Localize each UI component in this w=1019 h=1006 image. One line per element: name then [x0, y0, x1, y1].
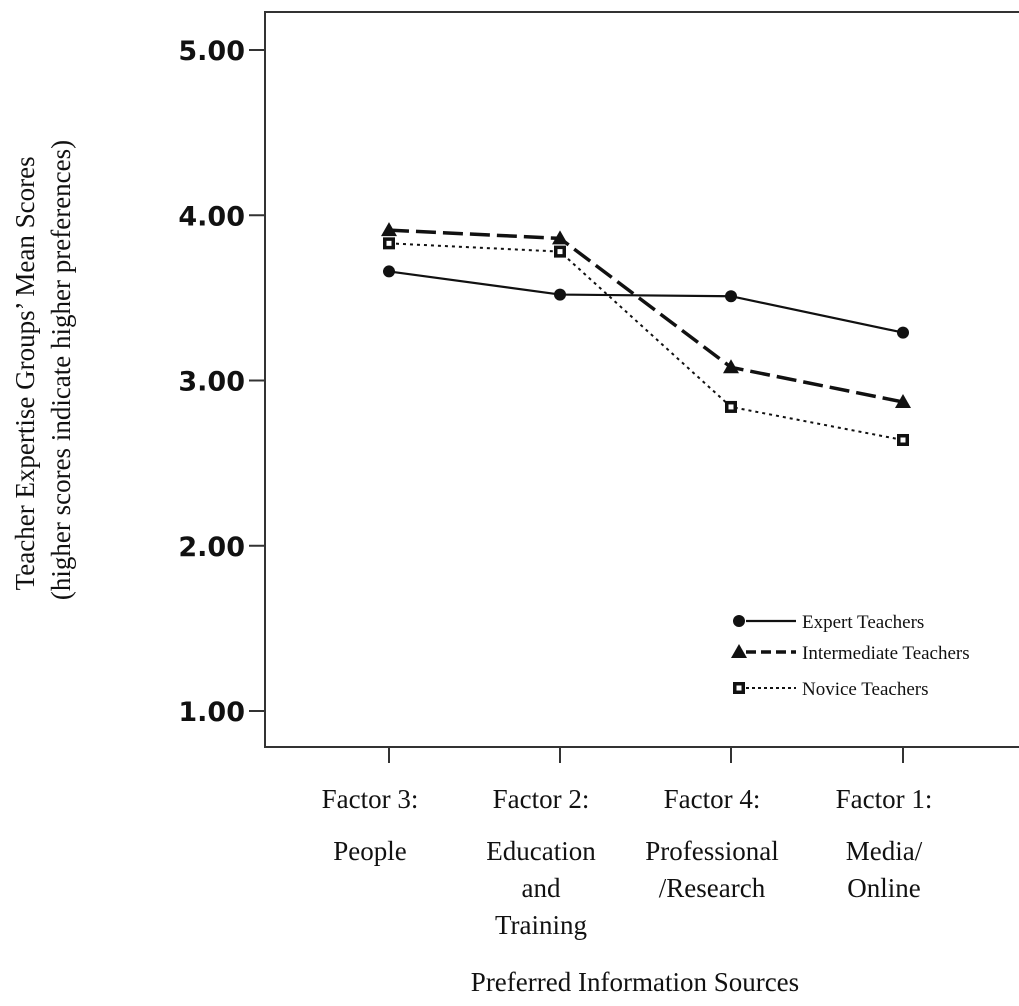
series-expert-teachers — [383, 265, 909, 339]
y-tick-label: 1.00 — [178, 697, 245, 728]
legend-marker — [733, 682, 745, 694]
x-category-label: and — [522, 873, 561, 903]
y-axis: 1.00 2.00 3.00 4.00 5.00 — [178, 36, 265, 728]
plot-area — [264, 11, 1019, 748]
legend-item-expert-teachers: Expert Teachers — [733, 612, 924, 633]
y-axis-title-line-2: (higher scores indicate higher preferenc… — [46, 140, 76, 600]
y-axis-title-line-1: Teacher Expertise Groups’ Mean Scores — [10, 156, 40, 590]
data-point — [554, 288, 566, 301]
x-category-label: Education — [486, 836, 596, 866]
data-point — [554, 245, 566, 258]
legend-label: Expert Teachers — [802, 612, 924, 633]
y-tick-label: 3.00 — [178, 367, 245, 398]
x-axis: Factor 3: People Factor 2: Education and Trai… — [322, 747, 933, 940]
x-category-label: Online — [847, 873, 921, 903]
x-category-label: Factor 2: — [493, 784, 590, 814]
data-point — [383, 237, 395, 250]
series-intermediate-teachers — [381, 222, 911, 408]
legend-item-intermediate-teachers: Intermediate Teachers — [731, 643, 970, 664]
y-axis-title: Teacher Expertise Groups’ Mean Scores (h… — [10, 140, 76, 600]
y-tick-label: 5.00 — [178, 36, 245, 67]
series-layer — [381, 222, 911, 446]
y-tick-label: 4.00 — [178, 201, 245, 232]
series-line — [388, 242, 904, 441]
x-category-label: Media/ — [846, 836, 923, 866]
series-line — [388, 270, 904, 334]
data-point — [725, 400, 737, 413]
legend-marker — [733, 615, 745, 627]
data-point — [381, 222, 397, 237]
series-line — [388, 228, 904, 404]
y-tick-label: 2.00 — [178, 532, 245, 563]
series-novice-teachers — [383, 237, 909, 446]
x-category-label: Training — [495, 910, 587, 940]
x-category-label: /Research — [659, 873, 766, 903]
data-point — [725, 290, 737, 303]
legend-item-novice-teachers: Novice Teachers — [733, 679, 929, 700]
data-point — [552, 230, 568, 245]
legend: Expert Teachers Intermediate Teachers Novi… — [731, 612, 970, 700]
data-point — [895, 393, 911, 408]
x-category-label: Professional — [645, 836, 778, 866]
x-category-label: Factor 4: — [664, 784, 761, 814]
data-point — [897, 326, 909, 339]
x-category-label: Factor 3: — [322, 784, 419, 814]
x-category-label: Factor 1: — [836, 784, 933, 814]
legend-label: Novice Teachers — [802, 679, 929, 700]
x-axis-title: Preferred Information Sources — [471, 967, 799, 997]
data-point — [723, 359, 739, 374]
legend-label: Intermediate Teachers — [802, 643, 970, 664]
x-category-label: People — [333, 836, 407, 866]
data-point — [897, 433, 909, 446]
data-point — [383, 265, 395, 278]
legend-marker — [731, 644, 747, 658]
